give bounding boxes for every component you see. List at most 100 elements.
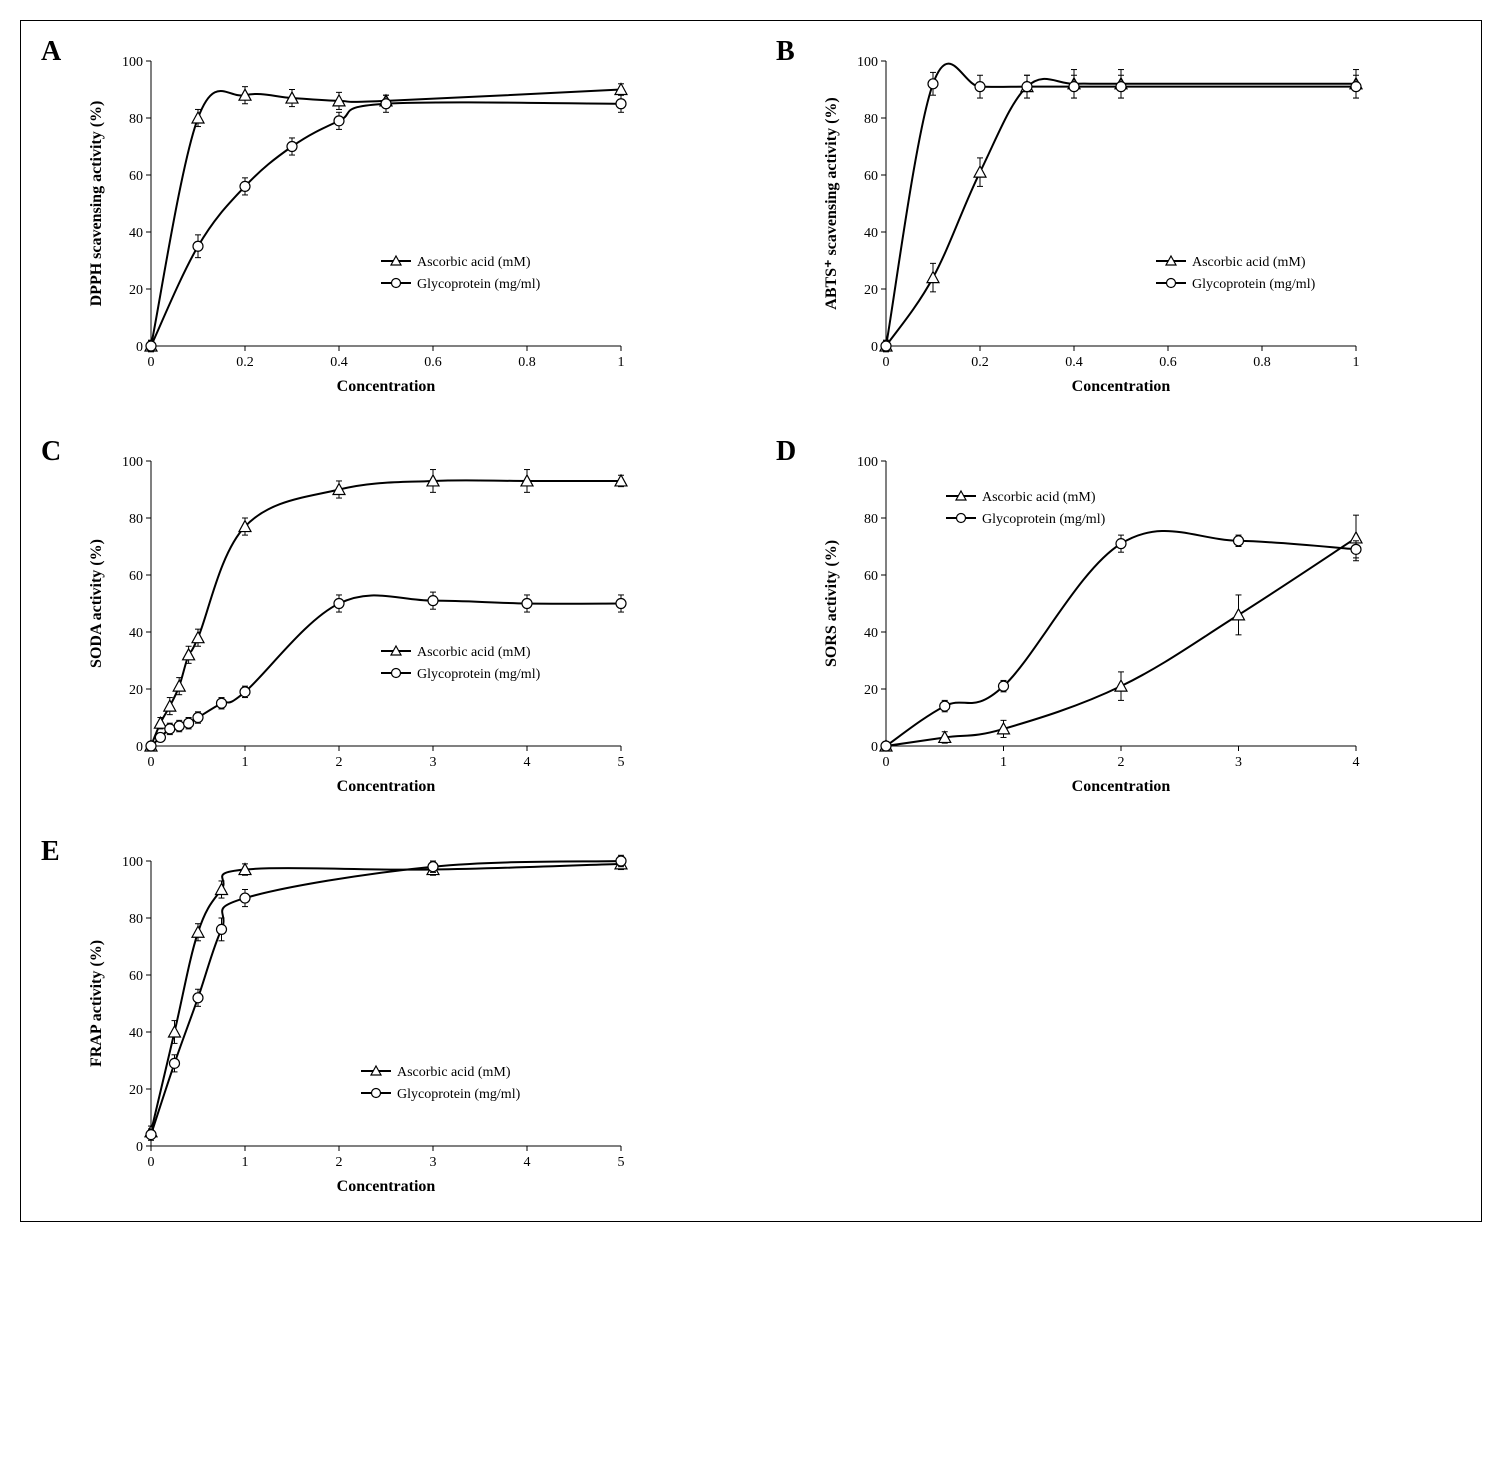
svg-text:40: 40 bbox=[129, 226, 143, 241]
triangle-marker bbox=[173, 680, 185, 691]
circle-marker bbox=[1116, 82, 1126, 92]
svg-text:2: 2 bbox=[336, 755, 343, 770]
circle-marker bbox=[165, 724, 175, 734]
chart-A: 02040608010000.20.40.60.81ConcentrationD… bbox=[81, 41, 641, 401]
svg-text:1: 1 bbox=[242, 1155, 249, 1170]
figure-container: A02040608010000.20.40.60.81Concentration… bbox=[20, 20, 1482, 1222]
ylabel: ABTS⁺ scavensing activity (%) bbox=[823, 97, 840, 309]
legend-label: Glycoprotein (mg/ml) bbox=[417, 667, 541, 682]
svg-text:40: 40 bbox=[864, 226, 878, 241]
triangle-marker bbox=[154, 717, 166, 728]
svg-text:4: 4 bbox=[524, 755, 531, 770]
triangle-marker bbox=[192, 632, 204, 643]
svg-text:0.2: 0.2 bbox=[236, 355, 254, 370]
series-glycoprotein bbox=[151, 102, 621, 346]
xlabel: Concentration bbox=[337, 378, 436, 395]
svg-text:40: 40 bbox=[864, 626, 878, 641]
svg-text:4: 4 bbox=[1353, 755, 1360, 770]
circle-marker bbox=[184, 718, 194, 728]
svg-text:0.8: 0.8 bbox=[518, 355, 536, 370]
svg-text:60: 60 bbox=[129, 169, 143, 184]
svg-text:0: 0 bbox=[148, 1155, 155, 1170]
circle-marker bbox=[1022, 82, 1032, 92]
svg-text:0.2: 0.2 bbox=[971, 355, 989, 370]
svg-text:2: 2 bbox=[1118, 755, 1125, 770]
chart-C: 020406080100012345ConcentrationSODA acti… bbox=[81, 441, 641, 801]
svg-text:3: 3 bbox=[1235, 755, 1242, 770]
circle-marker bbox=[174, 721, 184, 731]
circle-marker bbox=[616, 99, 626, 109]
xlabel: Concentration bbox=[1072, 778, 1171, 795]
ylabel: SODA activity (%) bbox=[88, 539, 105, 668]
circle-marker bbox=[334, 599, 344, 609]
svg-text:1: 1 bbox=[1000, 755, 1007, 770]
svg-text:80: 80 bbox=[864, 112, 878, 127]
triangle-marker bbox=[1115, 680, 1127, 691]
svg-text:0: 0 bbox=[871, 340, 878, 355]
circle-marker bbox=[975, 82, 985, 92]
panel-label: E bbox=[41, 836, 60, 868]
circle-marker bbox=[193, 241, 203, 251]
svg-text:4: 4 bbox=[524, 1155, 531, 1170]
xlabel: Concentration bbox=[337, 778, 436, 795]
circle-marker bbox=[240, 181, 250, 191]
circle-marker bbox=[193, 713, 203, 723]
series-glycoprotein bbox=[151, 595, 621, 746]
circle-marker bbox=[1351, 544, 1361, 554]
svg-text:0: 0 bbox=[136, 1140, 143, 1155]
svg-text:100: 100 bbox=[857, 455, 878, 470]
circle-marker bbox=[999, 681, 1009, 691]
circle-marker bbox=[146, 1130, 156, 1140]
svg-text:0: 0 bbox=[871, 740, 878, 755]
legend-label: Glycoprotein (mg/ml) bbox=[417, 277, 541, 292]
ylabel: FRAP activity (%) bbox=[88, 940, 105, 1067]
svg-text:100: 100 bbox=[857, 55, 878, 70]
panel-E: E020406080100012345ConcentrationFRAP act… bbox=[31, 841, 736, 1201]
legend-label: Ascorbic acid (mM) bbox=[417, 255, 531, 270]
svg-text:40: 40 bbox=[129, 626, 143, 641]
series-glycoprotein bbox=[886, 531, 1356, 746]
triangle-marker bbox=[164, 700, 176, 711]
svg-text:5: 5 bbox=[618, 1155, 625, 1170]
svg-text:60: 60 bbox=[129, 569, 143, 584]
circle-marker bbox=[240, 893, 250, 903]
ylabel: SORS activity (%) bbox=[823, 540, 840, 667]
legend-label: Glycoprotein (mg/ml) bbox=[1192, 277, 1316, 292]
panel-label: B bbox=[776, 36, 795, 68]
circle-marker bbox=[381, 99, 391, 109]
svg-text:100: 100 bbox=[122, 455, 143, 470]
circle-marker bbox=[146, 341, 156, 351]
svg-text:100: 100 bbox=[122, 855, 143, 870]
legend-label: Ascorbic acid (mM) bbox=[397, 1065, 511, 1080]
svg-text:0: 0 bbox=[148, 355, 155, 370]
triangle-marker bbox=[169, 1026, 181, 1037]
svg-text:2: 2 bbox=[336, 1155, 343, 1170]
panel-label: D bbox=[776, 436, 796, 468]
circle-marker bbox=[940, 701, 950, 711]
svg-text:1: 1 bbox=[618, 355, 625, 370]
series-ascorbic-acid bbox=[886, 79, 1356, 346]
svg-text:40: 40 bbox=[129, 1026, 143, 1041]
svg-text:0.6: 0.6 bbox=[1159, 355, 1177, 370]
svg-text:80: 80 bbox=[129, 112, 143, 127]
circle-marker bbox=[170, 1058, 180, 1068]
svg-text:5: 5 bbox=[618, 755, 625, 770]
triangle-marker bbox=[192, 926, 204, 937]
series-ascorbic-acid bbox=[886, 538, 1356, 746]
svg-text:20: 20 bbox=[864, 283, 878, 298]
panel-A: A02040608010000.20.40.60.81Concentration… bbox=[31, 41, 736, 401]
svg-text:0.6: 0.6 bbox=[424, 355, 442, 370]
svg-text:3: 3 bbox=[430, 1155, 437, 1170]
circle-marker bbox=[193, 993, 203, 1003]
chart-E: 020406080100012345ConcentrationFRAP acti… bbox=[81, 841, 641, 1201]
panel-label: C bbox=[41, 436, 61, 468]
legend-label: Ascorbic acid (mM) bbox=[982, 490, 1096, 505]
circle-marker bbox=[522, 599, 532, 609]
triangle-marker bbox=[927, 272, 939, 283]
legend-label: Ascorbic acid (mM) bbox=[1192, 255, 1306, 270]
circle-marker bbox=[1069, 82, 1079, 92]
svg-text:20: 20 bbox=[864, 683, 878, 698]
svg-text:60: 60 bbox=[864, 169, 878, 184]
series-ascorbic-acid bbox=[151, 864, 621, 1132]
legend-label: Glycoprotein (mg/ml) bbox=[982, 512, 1106, 527]
